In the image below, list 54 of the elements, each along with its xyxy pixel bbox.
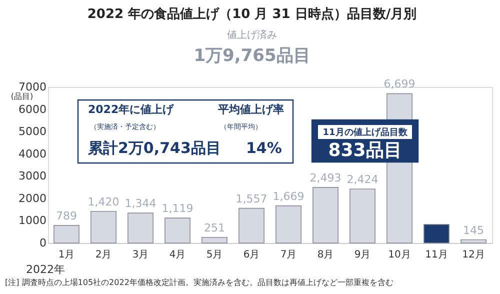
data-label: 6,699 — [384, 78, 416, 91]
bar — [276, 205, 302, 244]
y-tick-label: 3000 — [18, 170, 46, 183]
annotation: 833品目 — [328, 140, 402, 161]
bar — [460, 239, 486, 244]
bar — [424, 224, 450, 244]
bar — [202, 237, 228, 244]
data-label: 1,344 — [124, 197, 156, 210]
y-tick-label: 7000 — [18, 80, 46, 94]
bar — [54, 225, 80, 244]
data-label: 2,493 — [310, 171, 342, 184]
text: [注] 調査時点の上場105社の2022年価格改定計画。実施済みを含む。品目数は再値上げなど一部重複を含む — [5, 278, 394, 287]
annotation: 平均値上げ率 — [217, 103, 284, 116]
y-tick-label: 1000 — [18, 214, 46, 228]
data-label: 2,424 — [346, 172, 378, 186]
annotation: 11月の値上げ品目数 — [322, 127, 408, 138]
bar — [238, 208, 264, 244]
data-label: 789 — [56, 209, 77, 222]
data-label: 251 — [204, 221, 225, 234]
x-tick-label: 7月 — [280, 250, 297, 260]
y-tick-label: 5000 — [18, 125, 46, 138]
x-tick-label: 12月 — [462, 250, 485, 260]
bar — [128, 212, 154, 244]
x-tick-label: 5月 — [206, 250, 223, 260]
y-axis-title: (品目) — [10, 92, 34, 101]
annotation: 2022年に値上げ — [88, 103, 175, 116]
x-tick-label: 8月 — [317, 250, 334, 260]
y-tick-label: 6000 — [18, 102, 46, 116]
bar — [312, 187, 338, 244]
bar — [164, 218, 190, 244]
x-tick-label: 11月 — [425, 250, 448, 260]
chart-title: 2022 年の食品値上げ（10 月 31 日時点）品目数/月別 — [87, 6, 417, 22]
y-tick-label: 2000 — [18, 192, 46, 205]
y-tick-label: 0 — [40, 236, 46, 250]
x-tick-label: 4月 — [169, 250, 186, 260]
bar — [350, 188, 376, 244]
x-tick-label: 9月 — [354, 250, 371, 260]
text: 1万9,765品目 — [194, 46, 310, 66]
y-tick-label: 4000 — [18, 147, 46, 160]
x-tick-label: 3月 — [132, 250, 149, 260]
x-tick-label: 10月 — [388, 250, 411, 260]
annotation: 累計2万0,743品目 — [87, 139, 221, 157]
annotation: 14% — [246, 139, 282, 157]
text: 2022年 — [26, 263, 65, 276]
data-label: 1,420 — [88, 195, 120, 208]
data-label: 1,669 — [272, 190, 304, 203]
text: 値上げ済み — [227, 29, 277, 41]
data-label: 1,557 — [236, 192, 268, 206]
data-label: 1,119 — [162, 202, 194, 216]
data-label: 145 — [463, 224, 484, 237]
bar — [90, 210, 116, 244]
x-tick-label: 2月 — [95, 250, 112, 260]
x-tick-label: 1月 — [58, 250, 75, 260]
x-tick-label: 6月 — [243, 250, 260, 260]
